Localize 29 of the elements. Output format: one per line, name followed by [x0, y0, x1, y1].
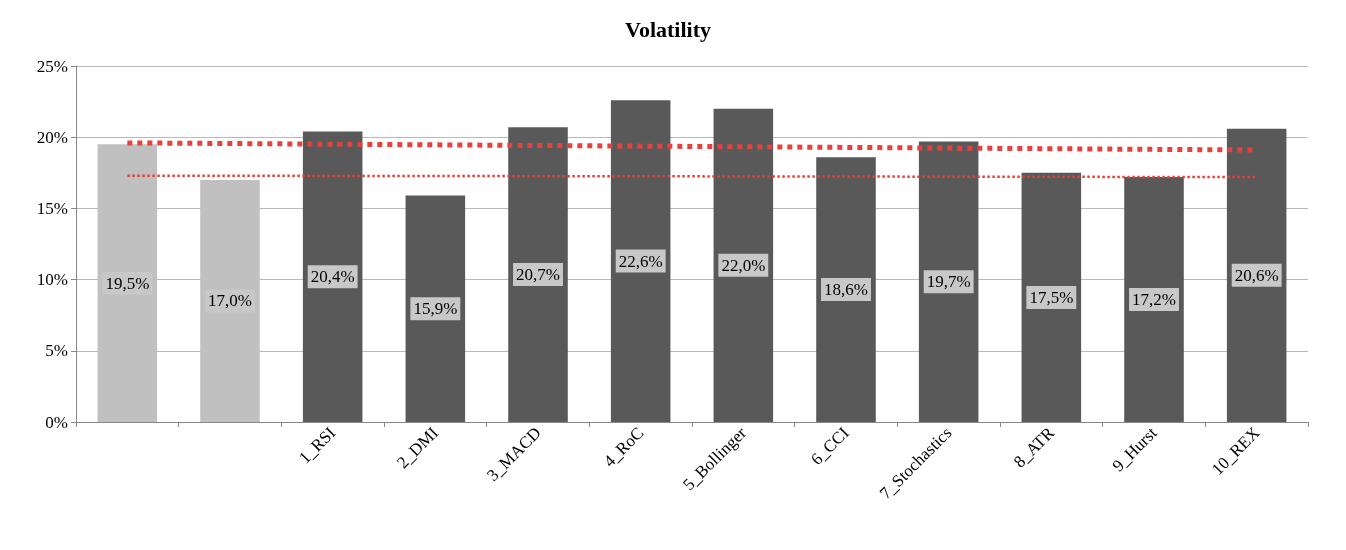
data-label: 17,0% [208, 291, 252, 311]
y-tick-label: 15% [36, 198, 68, 218]
data-label: 17,5% [1029, 287, 1074, 307]
data-label: 20,4% [310, 267, 355, 287]
bar [405, 195, 466, 422]
bar [508, 127, 568, 422]
bar [1226, 128, 1287, 422]
data-label: 19,7% [926, 272, 971, 292]
data-label: 20,6% [1234, 265, 1279, 285]
data-label: 22,6% [618, 251, 663, 271]
bar [713, 108, 774, 422]
data-label: 19,5% [105, 273, 150, 293]
data-label: 20,7% [516, 265, 560, 285]
data-label: 15,9% [413, 299, 458, 319]
bar [610, 100, 671, 422]
y-tick-label: 25% [36, 56, 68, 76]
chart-title: Volatility [625, 16, 711, 42]
bar [1021, 172, 1082, 422]
data-label: 17,2% [1132, 290, 1176, 310]
bar [918, 141, 979, 422]
y-tick-label: 10% [36, 270, 68, 290]
bar [302, 131, 363, 422]
data-label: 22,0% [721, 255, 766, 275]
bar [1124, 177, 1184, 422]
y-tick-label: 5% [45, 341, 68, 361]
y-tick-label: 20% [36, 127, 68, 147]
bar [816, 157, 876, 422]
data-label: 18,6% [824, 280, 868, 300]
y-tick-label: 0% [45, 412, 68, 432]
